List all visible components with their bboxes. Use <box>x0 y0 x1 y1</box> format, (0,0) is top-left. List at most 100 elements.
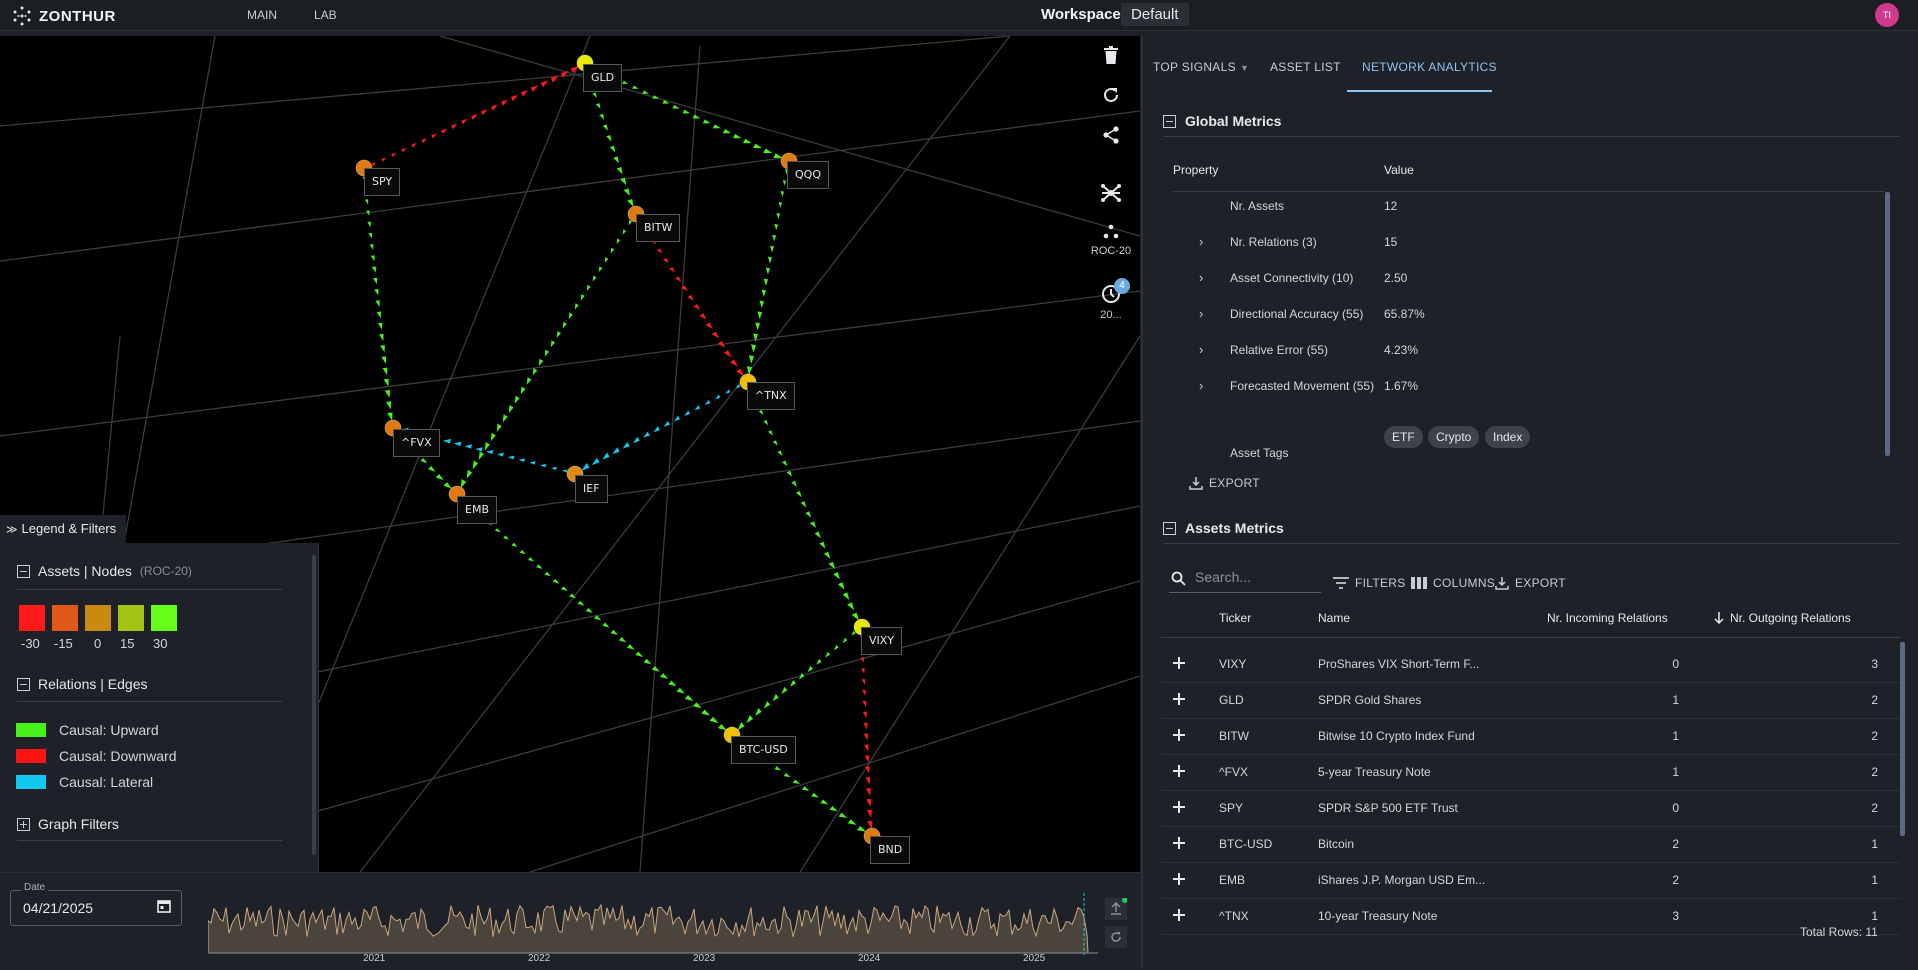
sort-down-icon <box>1714 612 1724 624</box>
cell-outgoing: 2 <box>1871 801 1878 815</box>
chevron-down-icon[interactable]: ▼ <box>1240 63 1250 73</box>
col-header-name[interactable]: Name <box>1318 611 1351 625</box>
table-row[interactable]: EMB iShares J.P. Morgan USD Em... 2 1 <box>1161 862 1901 899</box>
date-field[interactable]: Date 04/21/2025 <box>10 882 182 926</box>
expand-chevron-icon[interactable]: › <box>1199 234 1204 249</box>
edge-bitw-emb[interactable] <box>460 219 632 489</box>
node-label-bnd[interactable]: BND <box>870 836 911 864</box>
assets-metrics-header[interactable]: Assets Metrics <box>1163 520 1284 536</box>
node-label-vixy[interactable]: VIXY <box>861 627 903 655</box>
roc-metric-button[interactable]: ROC-20 <box>1086 224 1136 257</box>
edge-spy-gld[interactable] <box>371 66 579 167</box>
node-label-btc-usd[interactable]: BTC-USD <box>731 736 796 764</box>
tag-chip[interactable]: Index <box>1485 426 1531 448</box>
search-input[interactable] <box>1193 568 1317 586</box>
legend-toggle[interactable]: ≫ Legend & Filters <box>0 515 126 543</box>
nav-lab[interactable]: LAB <box>314 8 337 22</box>
expand-row-icon[interactable] <box>1173 729 1185 741</box>
tag-chip[interactable]: ETF <box>1384 426 1423 448</box>
table-row[interactable]: BITW Bitwise 10 Crypto Index Fund 1 2 <box>1161 718 1901 755</box>
table-row[interactable]: GLD SPDR Gold Shares 1 2 <box>1161 682 1901 719</box>
table-row[interactable]: SPY SPDR S&P 500 ETF Trust 0 2 <box>1161 790 1901 827</box>
export-table-label: EXPORT <box>1515 576 1566 590</box>
node-label-bitw[interactable]: BITW <box>636 214 681 242</box>
edges-section-header[interactable]: Relations | Edges <box>17 676 147 692</box>
expand-row-icon[interactable] <box>1173 909 1185 921</box>
share-button[interactable] <box>1086 126 1136 147</box>
export-button[interactable]: EXPORT <box>1189 476 1260 490</box>
edge-gld-bitw[interactable] <box>585 71 634 208</box>
history-button[interactable]: 4 20... <box>1086 278 1136 321</box>
expand-row-icon[interactable] <box>1173 801 1185 813</box>
columns-button[interactable]: COLUMNS <box>1411 576 1495 590</box>
timeline-chart[interactable] <box>208 893 1098 969</box>
delete-button[interactable] <box>1086 46 1136 67</box>
col-header-incoming[interactable]: Nr. Incoming Relations <box>1547 611 1668 625</box>
scale-swatch <box>85 605 111 631</box>
edge-emb-btc[interactable] <box>461 499 727 731</box>
upload-icon[interactable] <box>1105 898 1127 920</box>
cell-incoming: 3 <box>1672 909 1679 923</box>
nodes-section-header[interactable]: Assets | Nodes (ROC-20) <box>17 563 192 579</box>
assets-table-scrollbar[interactable] <box>1900 642 1905 836</box>
node-label-spy[interactable]: SPY <box>364 168 401 196</box>
export-table-button[interactable]: EXPORT <box>1495 576 1566 590</box>
expand-row-icon[interactable] <box>1173 657 1185 669</box>
table-row[interactable]: BTC-USD Bitcoin 2 1 <box>1161 826 1901 863</box>
expand-chevron-icon[interactable]: › <box>1199 342 1204 357</box>
global-metrics-scrollbar[interactable] <box>1885 192 1890 456</box>
node-label-qqq[interactable]: QQQ <box>787 161 829 189</box>
edge-vixy-bnd[interactable] <box>859 635 873 830</box>
col-header-outgoing[interactable]: Nr. Outgoing Relations <box>1714 611 1851 625</box>
global-metric-property: Asset Connectivity (10) <box>1230 271 1354 285</box>
col-header-outgoing-label: Nr. Outgoing Relations <box>1730 611 1851 625</box>
edge-tnx-vixy[interactable] <box>749 389 859 621</box>
graph-filters-header[interactable]: Graph Filters <box>17 816 119 832</box>
expand-row-icon[interactable] <box>1173 873 1185 885</box>
expand-row-icon[interactable] <box>1173 765 1185 777</box>
tag-chip[interactable]: Crypto <box>1428 426 1480 448</box>
nav-main[interactable]: MAIN <box>247 8 277 22</box>
table-row[interactable]: ^TNX 10-year Treasury Note 3 1 <box>1161 898 1901 935</box>
expand-chevron-icon[interactable]: › <box>1199 378 1204 393</box>
global-metrics-header[interactable]: Global Metrics <box>1163 113 1281 129</box>
cell-ticker: BITW <box>1219 729 1249 743</box>
workspace-select[interactable]: Default <box>1121 3 1189 26</box>
edge-tnx-ief[interactable] <box>581 384 741 471</box>
divider <box>1163 136 1900 137</box>
calendar-icon[interactable] <box>157 899 171 913</box>
expand-row-icon[interactable] <box>1173 693 1185 705</box>
global-col-value: Value <box>1384 163 1414 177</box>
layout-button[interactable] <box>1086 182 1136 207</box>
search-field[interactable] <box>1169 564 1321 593</box>
refresh-button[interactable] <box>1086 86 1136 107</box>
expand-row-icon[interactable] <box>1173 837 1185 849</box>
global-metric-value: 1.67% <box>1384 379 1419 393</box>
expand-chevron-icon[interactable]: › <box>1199 270 1204 285</box>
edge-qqq-tnx[interactable] <box>746 169 789 375</box>
timeline-year-2025: 2025 <box>1023 953 1046 964</box>
tab-asset-list[interactable]: ASSET LIST <box>1270 60 1341 74</box>
table-row[interactable]: VIXY ProShares VIX Short-Term F... 0 3 <box>1161 646 1901 683</box>
node-label-emb[interactable]: EMB <box>457 496 497 524</box>
reset-icon[interactable] <box>1105 926 1127 948</box>
node-label-ief[interactable]: IEF <box>575 475 608 503</box>
node-label-tnx[interactable]: ^TNX <box>747 382 795 410</box>
edge-vixy-btc[interactable] <box>737 630 856 731</box>
global-metric-property: Directional Accuracy (55) <box>1230 307 1364 321</box>
table-row[interactable]: ^FVX 5-year Treasury Note 1 2 <box>1161 754 1901 791</box>
filters-button[interactable]: FILTERS <box>1333 576 1406 590</box>
legend-scrollbar[interactable] <box>312 555 316 855</box>
edge-spy-fvx[interactable] <box>362 176 393 421</box>
cell-name: Bitcoin <box>1318 837 1355 851</box>
node-label-fvx[interactable]: ^FVX <box>393 429 440 457</box>
tab-network-analytics[interactable]: NETWORK ANALYTICS <box>1362 60 1497 74</box>
app-logo[interactable]: ZONTHUR <box>12 6 116 26</box>
avatar[interactable]: TI <box>1875 3 1899 27</box>
expand-chevron-icon[interactable]: › <box>1199 306 1204 321</box>
network-layout-icon <box>1101 184 1121 202</box>
node-label-gld[interactable]: GLD <box>583 64 623 92</box>
nodes-section-tag: (ROC-20) <box>139 564 192 578</box>
col-header-ticker[interactable]: Ticker <box>1219 611 1252 625</box>
tab-top-signals[interactable]: TOP SIGNALS <box>1153 60 1236 74</box>
